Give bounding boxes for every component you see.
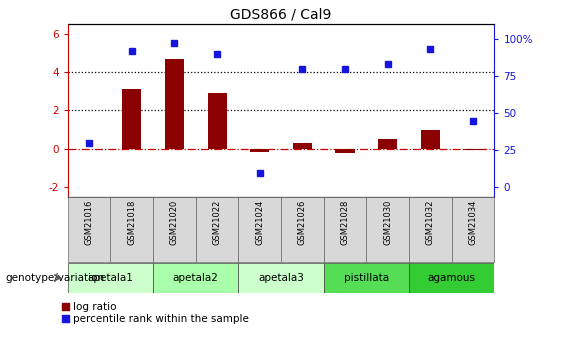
Bar: [195, 197, 238, 262]
Text: apetala3: apetala3: [258, 273, 304, 283]
Bar: [452, 197, 494, 262]
Title: GDS866 / Cal9: GDS866 / Cal9: [231, 8, 332, 22]
Text: GSM21028: GSM21028: [341, 200, 350, 245]
Bar: [293, 143, 312, 149]
Bar: [122, 89, 141, 149]
Bar: [68, 197, 110, 262]
Bar: [165, 59, 184, 149]
Text: GSM21032: GSM21032: [426, 200, 435, 245]
Text: apetala2: apetala2: [173, 273, 219, 283]
Bar: [153, 197, 196, 262]
Text: GSM21020: GSM21020: [170, 200, 179, 245]
Bar: [238, 197, 281, 262]
Bar: [367, 197, 409, 262]
Bar: [378, 139, 397, 149]
Bar: [281, 197, 324, 262]
Bar: [153, 263, 238, 293]
Bar: [409, 197, 452, 262]
Bar: [250, 149, 270, 151]
Bar: [324, 197, 367, 262]
Legend: log ratio, percentile rank within the sample: log ratio, percentile rank within the sa…: [62, 302, 249, 324]
Bar: [409, 263, 494, 293]
Bar: [324, 263, 409, 293]
Text: GSM21022: GSM21022: [212, 200, 221, 245]
Text: pistillata: pistillata: [344, 273, 389, 283]
Bar: [336, 149, 355, 152]
Text: agamous: agamous: [428, 273, 476, 283]
Text: GSM21024: GSM21024: [255, 200, 264, 245]
Bar: [207, 93, 227, 149]
Bar: [463, 149, 483, 150]
Text: GSM21034: GSM21034: [468, 200, 477, 245]
Text: GSM21030: GSM21030: [383, 200, 392, 245]
Text: GSM21026: GSM21026: [298, 200, 307, 245]
Bar: [238, 263, 324, 293]
Text: apetala1: apetala1: [88, 273, 133, 283]
Bar: [110, 197, 153, 262]
Text: GSM21018: GSM21018: [127, 200, 136, 245]
Text: genotype/variation: genotype/variation: [6, 273, 105, 283]
Text: GSM21016: GSM21016: [85, 200, 94, 245]
Bar: [421, 130, 440, 149]
Bar: [68, 263, 153, 293]
